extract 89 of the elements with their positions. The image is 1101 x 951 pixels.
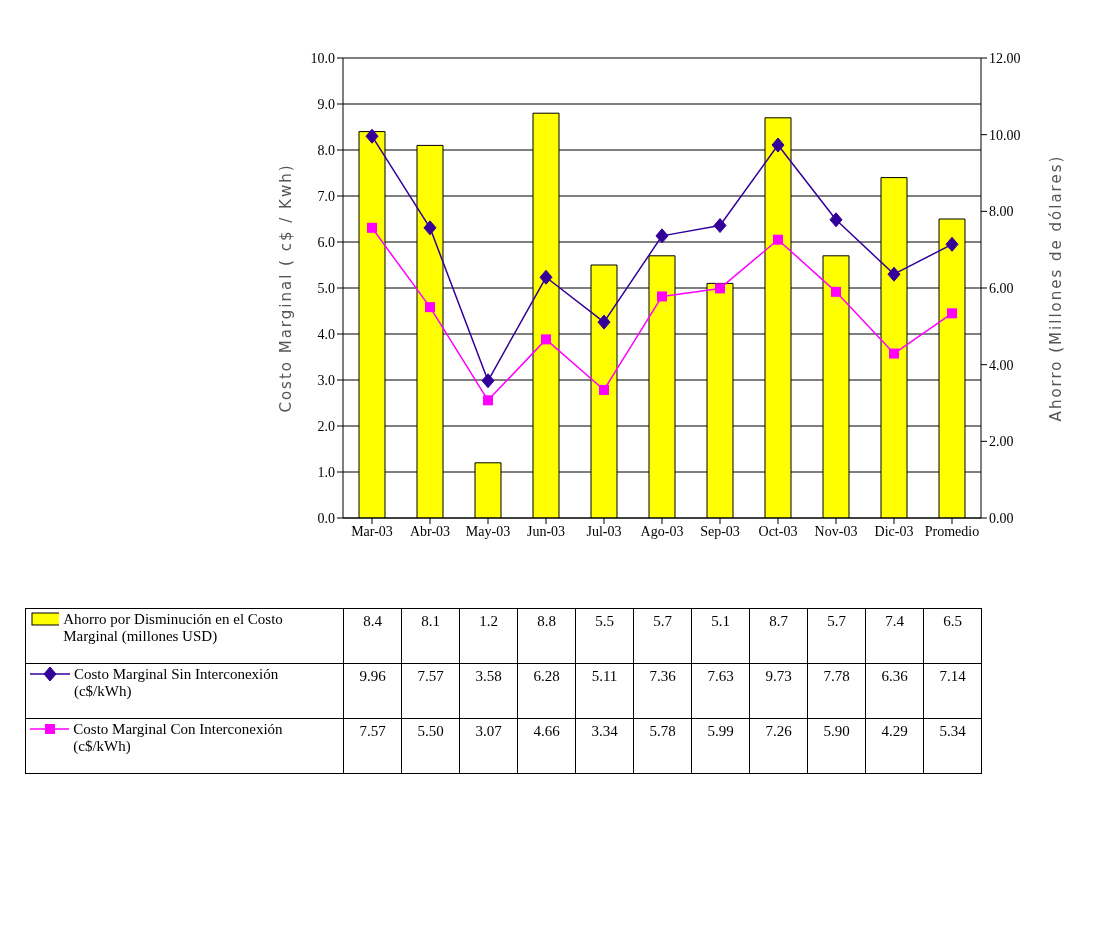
y2-tick-label: 2.00 [989,434,1014,450]
y-tick-label: 1.0 [317,464,335,480]
x-tick-label: Jul-03 [586,523,622,539]
data-label: 8.4 [343,608,402,664]
data-label: 7.4 [865,608,924,664]
data-label: 5.7 [633,608,692,664]
data-label: 5.78 [633,718,692,774]
data-label: 9.73 [749,663,808,719]
data-label: 6.28 [517,663,576,719]
x-tick-label: Mar-03 [351,523,393,539]
data-label: 7.14 [923,663,982,719]
data-label: 7.36 [633,663,692,719]
data-label: 8.8 [517,608,576,664]
point [889,348,899,359]
point [539,269,553,285]
point [541,334,551,345]
data-label: 4.66 [517,718,576,774]
point [887,266,901,282]
data-label: 3.58 [459,663,518,719]
data-label: 7.78 [807,663,866,719]
y2-tick-label: 8.00 [989,204,1014,220]
point [481,373,495,389]
point [655,228,669,244]
x-tick-label: Dic-03 [874,523,914,539]
point [597,314,611,330]
x-tick-label: May-03 [465,523,511,539]
data-label: 5.34 [923,718,982,774]
x-tick-label: Jun-03 [526,523,566,539]
data-label: 5.90 [807,718,866,774]
y-tick-label: 10.0 [310,50,335,66]
y-tick-label: 5.0 [317,280,335,296]
point [367,222,377,233]
data-label: 3.34 [575,718,634,774]
x-tick-label: Abr-03 [409,523,451,539]
point [829,212,843,228]
data-label: 7.57 [401,663,460,719]
point [771,137,785,153]
y-tick-label: 9.0 [317,96,335,112]
y-tick-label: 8.0 [317,142,335,158]
data-label: 1.2 [459,608,518,664]
y2-axis-title: Ahorro (Millones de dólares) [1047,154,1066,422]
legend-label: Costo Marginal Con Interconexión (c$/kWh) [73,721,284,755]
data-label: 7.26 [749,718,808,774]
y-tick-label: 3.0 [317,372,335,388]
point [423,220,437,236]
x-tick-label: Sep-03 [700,523,740,539]
point [715,283,725,294]
data-label: 5.5 [575,608,634,664]
data-label: 5.7 [807,608,866,664]
data-label: 7.63 [691,663,750,719]
y2-tick-label: 12.00 [989,50,1021,66]
data-label: 7.57 [343,718,402,774]
y2-tick-label: 10.00 [989,127,1021,143]
data-label: 5.1 [691,608,750,664]
legend-label: Costo Marginal Sin Interconexión (c$/kWh) [73,666,280,700]
x-tick-label: Ago-03 [640,523,684,539]
x-tick-label: Nov-03 [814,523,858,539]
point [945,236,959,252]
point [483,395,493,406]
y2-tick-label: 6.00 [989,280,1014,296]
data-label: 6.36 [865,663,924,719]
data-label: 9.96 [343,663,402,719]
data-label: 8.1 [401,608,460,664]
legend-label: Ahorro por Disminución en el Costo Marginal (millones USD) [63,611,284,645]
x-tick-label: Promedio [924,523,980,539]
point [947,308,957,319]
point [365,128,379,144]
point [425,302,435,313]
data-label: 3.07 [459,718,518,774]
point [773,234,783,245]
y-tick-label: 0.0 [317,510,335,526]
data-label: 4.29 [865,718,924,774]
point [599,384,609,395]
y-tick-label: 6.0 [317,234,335,250]
data-label: 5.11 [575,663,634,719]
data-label: 6.5 [923,608,982,664]
x-tick-label: Oct-03 [758,523,798,539]
data-label: 5.99 [691,718,750,774]
y2-tick-label: 4.00 [989,357,1014,373]
point [831,286,841,297]
y-tick-label: 2.0 [317,418,335,434]
y-tick-label: 7.0 [317,188,335,204]
point [713,218,727,234]
data-label: 5.50 [401,718,460,774]
y2-tick-label: 0.00 [989,510,1014,526]
y-axis-title: Costo Marginal ( c$ / Kwh) [277,163,296,413]
point [657,291,667,302]
y-tick-label: 4.0 [317,326,335,342]
data-label: 8.7 [749,608,808,664]
